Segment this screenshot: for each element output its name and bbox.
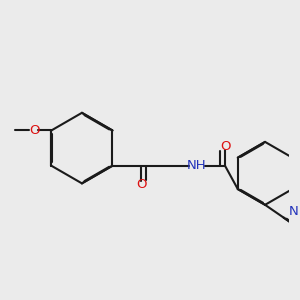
Text: NH: NH	[187, 159, 206, 172]
Text: O: O	[136, 178, 146, 191]
Text: O: O	[220, 140, 230, 153]
Text: N: N	[289, 205, 299, 218]
Text: O: O	[29, 124, 40, 137]
